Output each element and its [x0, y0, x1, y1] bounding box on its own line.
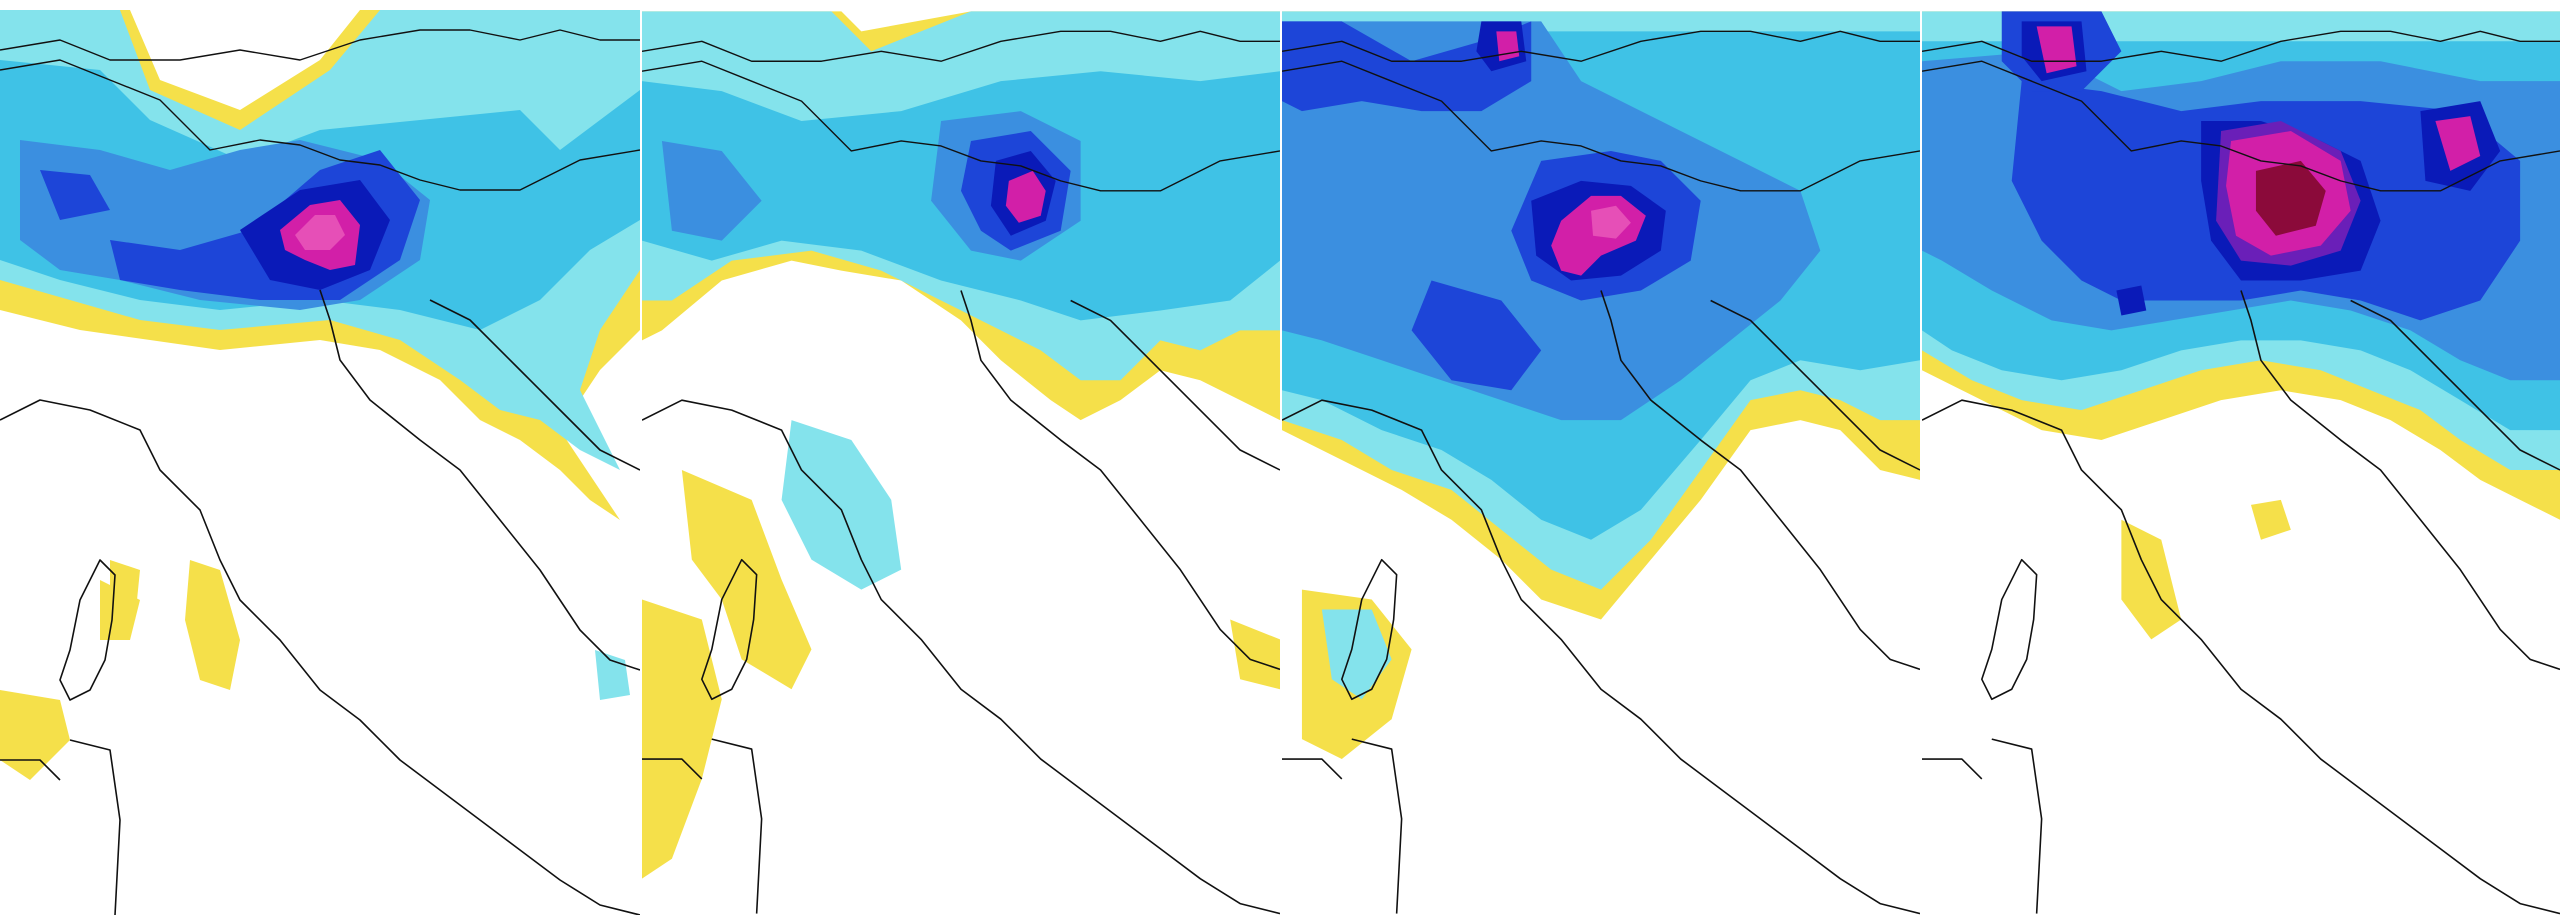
sardinia: [1282, 738, 1403, 914]
magenta-north: [1496, 31, 1520, 62]
alpine-border: [1922, 60, 2560, 192]
light-cyan-patch: [1321, 609, 1392, 700]
map-panel-2: [640, 0, 1280, 915]
light-cyan-patch: [781, 420, 902, 590]
precip-field: [1282, 11, 1920, 760]
yellow-patch: [2250, 499, 2291, 540]
blue-area-south: [1411, 280, 1542, 391]
map-panel-1: [0, 0, 640, 915]
yellow-patch: [0, 690, 70, 780]
northern-border: [642, 30, 1280, 62]
yellow-patch: [642, 599, 722, 879]
adriatic-coastline: [319, 289, 640, 671]
magenta-core: [1005, 170, 1046, 223]
map-1-svg: [0, 10, 640, 915]
alpine-border: [0, 59, 640, 191]
map-panel-3: [1280, 0, 1920, 915]
map-outlines: [642, 30, 1280, 915]
map-3-svg: [1282, 11, 1920, 915]
map-outlines: [0, 29, 640, 915]
precip-field: [0, 10, 640, 780]
corsica: [1341, 558, 1398, 701]
pink-highlight: [1591, 205, 1631, 239]
adriatic-coastline: [960, 290, 1280, 671]
yellow-patch: [185, 560, 240, 690]
northern-border: [0, 29, 640, 61]
dalmatian-coast: [1070, 299, 1280, 471]
corsica: [701, 558, 758, 701]
magenta-east: [2435, 116, 2481, 171]
italy-coastline: [642, 399, 1280, 915]
yellow-patch: [1230, 619, 1280, 690]
adriatic-coastline: [2240, 290, 2560, 671]
dalmatian-coast: [1710, 299, 1920, 471]
pink-highlight: [295, 215, 345, 250]
italy-coastline: [0, 399, 640, 915]
map-outlines: [1922, 30, 2560, 915]
northern-border: [1282, 30, 1920, 62]
corsica: [59, 559, 116, 701]
map-outlines: [1282, 30, 1920, 915]
map-panel-4: [1920, 0, 2560, 915]
dalmatian-coast: [429, 299, 640, 471]
cyan-patch: [595, 650, 630, 700]
alpine-border: [1282, 60, 1920, 192]
precip-field: [642, 11, 1280, 879]
italy-coastline: [1922, 399, 2560, 915]
blue-area: [1282, 21, 1532, 112]
alpine-border: [642, 60, 1280, 192]
dalmatian-coast: [2350, 299, 2560, 471]
map-2-svg: [642, 11, 1280, 915]
sardinia: [1922, 738, 2043, 914]
italy-coastline: [1282, 399, 1920, 915]
northern-border: [1922, 30, 2560, 62]
blue-area-west: [40, 170, 110, 220]
adriatic-coastline: [1600, 290, 1920, 671]
sardinia: [0, 739, 121, 915]
mid-blue-area: [661, 140, 762, 241]
cyan-patch: [110, 560, 140, 620]
map-4-svg: [1922, 11, 2560, 915]
maroon-core: [2255, 160, 2326, 236]
deep-blue-spot: [2116, 285, 2147, 316]
yellow-patch: [681, 469, 812, 690]
corsica: [1981, 558, 2038, 701]
sardinia: [642, 738, 763, 914]
precip-field: [1922, 11, 2560, 640]
